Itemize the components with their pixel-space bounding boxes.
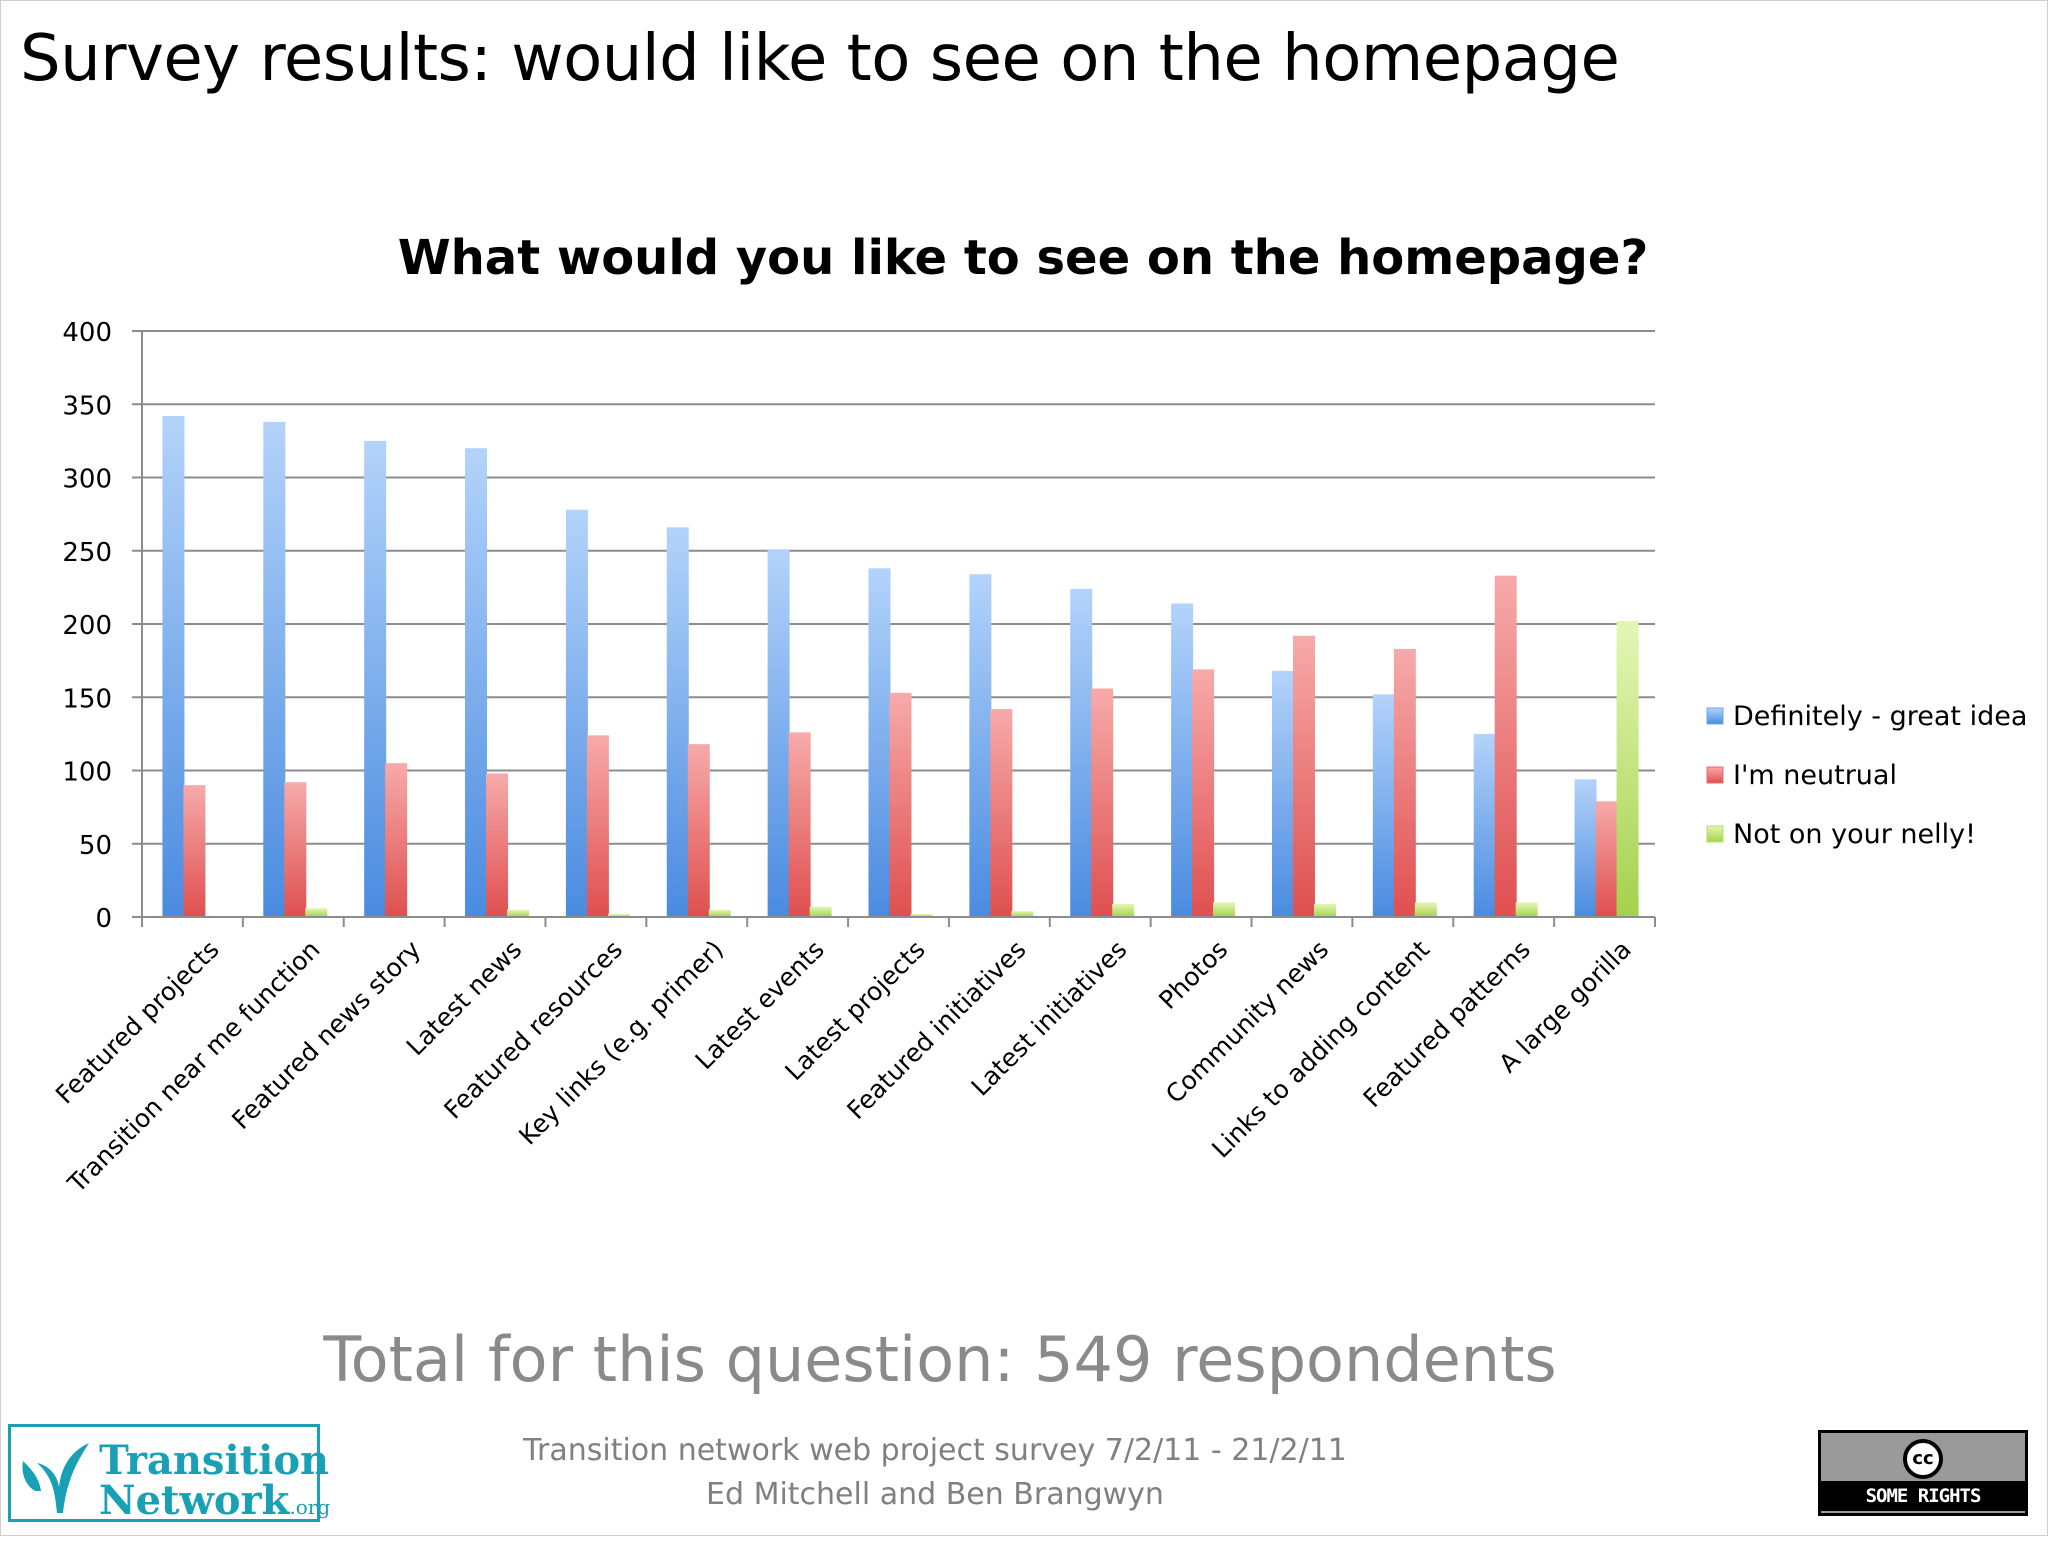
bar-definitely [666,527,689,917]
bar-definitely [263,421,286,917]
bar-not [1515,902,1538,917]
bar-definitely [1372,694,1395,917]
y-tick-label: 250 [62,538,112,568]
legend-swatch [1706,707,1724,725]
bar-neutral [284,782,307,917]
chart-bars [162,415,1639,917]
bar-neutral [788,732,811,917]
y-tick-label: 150 [62,684,112,714]
legend-swatch [1706,825,1724,843]
transition-network-logo: Transition Network.org [8,1424,330,1524]
bar-not [507,909,530,917]
bar-neutral [1595,801,1618,917]
bar-chart: What would you like to see on the homepa… [50,230,2027,1199]
bar-not [910,914,933,917]
cc-some-rights-reserved: SOME RIGHTS RESERVED [1821,1481,2025,1537]
footer-authors: Ed Mitchell and Ben Brangwyn [706,1477,1164,1512]
bar-neutral [1192,669,1215,917]
x-category-label: Featured projects [50,935,225,1110]
respondent-total: Total for this question: 549 respondents [323,1323,1557,1396]
bar-not [1616,621,1639,917]
x-category-label: Featured resources [438,935,628,1125]
bar-definitely [1271,670,1294,917]
bar-not [1011,911,1034,917]
bar-definitely [1171,603,1194,917]
logo-network-text: Network [99,1477,290,1524]
bar-definitely [364,440,387,917]
bar-not [1313,903,1336,917]
bar-neutral [586,735,609,917]
bar-neutral [889,692,912,917]
bar-neutral [1091,688,1114,917]
bar-not [809,906,832,917]
chart-title: What would you like to see on the homepa… [398,230,1649,286]
bar-neutral [1494,575,1517,917]
y-tick-label: 400 [62,318,112,348]
bar-neutral [385,763,408,917]
bar-not [1213,902,1236,917]
chart-legend: Definitely - great idea I'm neutrual Not o… [1706,701,2027,850]
leaf-icon [22,1443,89,1513]
creative-commons-badge: cc SOME RIGHTS RESERVED [1818,1430,2028,1537]
x-category-label: Featured initiatives [841,935,1031,1125]
bar-neutral [1393,648,1416,917]
bar-not [1414,902,1437,917]
footer-survey-info: Transition network web project survey 7/… [523,1433,1347,1468]
bar-definitely [767,549,790,917]
y-tick-label: 50 [79,831,112,861]
bar-definitely [1070,588,1093,917]
bar-neutral [1292,635,1315,917]
bar-not [607,914,630,917]
x-category-label: Featured patterns [1358,935,1536,1113]
legend-label: Definitely - great idea [1733,701,2027,732]
bar-definitely [465,448,488,917]
bar-not [1112,903,1135,917]
bar-definitely [969,574,992,917]
y-tick-label: 300 [62,465,112,495]
logo-line1: Transition [99,1437,330,1484]
logo-org-text: .org [289,1495,331,1519]
legend-swatch [1706,766,1724,784]
y-tick-label: 200 [62,611,112,641]
y-tick-label: 100 [62,758,112,788]
bar-definitely [162,415,185,917]
y-tick-label: 350 [62,391,112,421]
bar-neutral [687,744,710,917]
legend-label: Not on your nelly! [1733,819,1976,850]
bar-not [708,909,731,917]
bar-definitely [868,568,891,917]
x-category-label: Photos [1153,935,1233,1015]
bar-neutral [990,708,1013,917]
slide-title: Survey results: would like to see on the… [20,22,1620,96]
cc-icon: cc [1903,1439,1943,1479]
bar-neutral [183,785,206,917]
logo-line2: Network.org [99,1477,330,1524]
x-category-label: Featured news story [226,935,426,1135]
bar-definitely [1473,733,1496,917]
bar-definitely [1574,779,1597,917]
chart-axes [132,330,1656,927]
bar-not [305,908,328,917]
legend-label: I'm neutrual [1733,760,1897,791]
bar-neutral [486,773,509,917]
bar-definitely [565,509,588,917]
x-category-label: Key links (e.g. primer) [513,935,729,1151]
y-tick-label: 0 [95,904,112,934]
